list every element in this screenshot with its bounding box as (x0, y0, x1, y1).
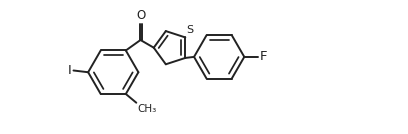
Text: O: O (137, 9, 146, 22)
Text: CH₃: CH₃ (137, 104, 157, 114)
Text: I: I (68, 64, 71, 77)
Text: S: S (187, 25, 194, 35)
Text: F: F (259, 50, 267, 63)
